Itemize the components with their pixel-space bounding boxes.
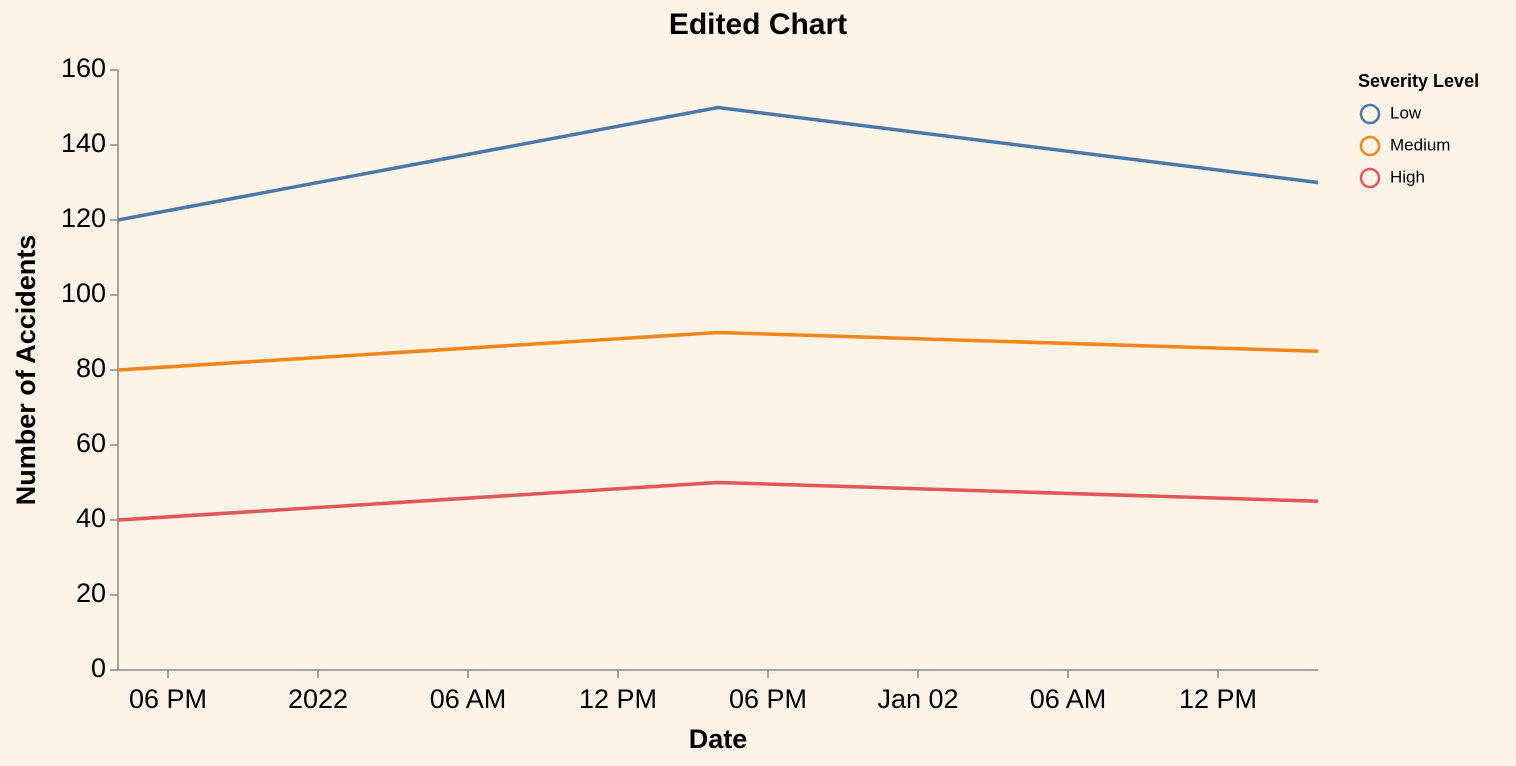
line-series xyxy=(117,480,1319,522)
x-axis-title: Date xyxy=(689,724,748,754)
x-tick-label: Jan 02 xyxy=(877,684,958,714)
x-tick-label: 2022 xyxy=(288,684,348,714)
y-tick-label: 0 xyxy=(91,653,106,683)
y-axis-title: Number of Accidents xyxy=(11,235,41,506)
y-tick-label: 60 xyxy=(76,428,106,458)
line-series xyxy=(117,330,1319,372)
x-tick-label: 06 PM xyxy=(129,684,207,714)
legend-label: High xyxy=(1390,167,1425,186)
chart-title: Edited Chart xyxy=(669,8,847,41)
y-tick-label: 40 xyxy=(76,503,106,533)
legend-symbol xyxy=(1359,135,1381,157)
y-tick-label: 140 xyxy=(61,128,106,158)
legend-symbol xyxy=(1359,103,1381,125)
y-tick-label: 120 xyxy=(61,203,106,233)
line-series xyxy=(117,105,1319,222)
x-tick-label: 06 AM xyxy=(430,684,507,714)
legend-title: Severity Level xyxy=(1358,71,1479,91)
y-tick-label: 160 xyxy=(61,53,106,83)
y-tick-label: 100 xyxy=(61,278,106,308)
y-tick-label: 80 xyxy=(76,353,106,383)
x-tick-label: 06 AM xyxy=(1030,684,1107,714)
legend-label: Medium xyxy=(1390,135,1450,154)
legend-label: Low xyxy=(1390,103,1422,122)
x-tick-label: 06 PM xyxy=(729,684,807,714)
x-tick-label: 12 PM xyxy=(579,684,657,714)
x-tick-label: 12 PM xyxy=(1179,684,1257,714)
y-tick-label: 20 xyxy=(76,578,106,608)
legend-symbol xyxy=(1359,167,1381,189)
